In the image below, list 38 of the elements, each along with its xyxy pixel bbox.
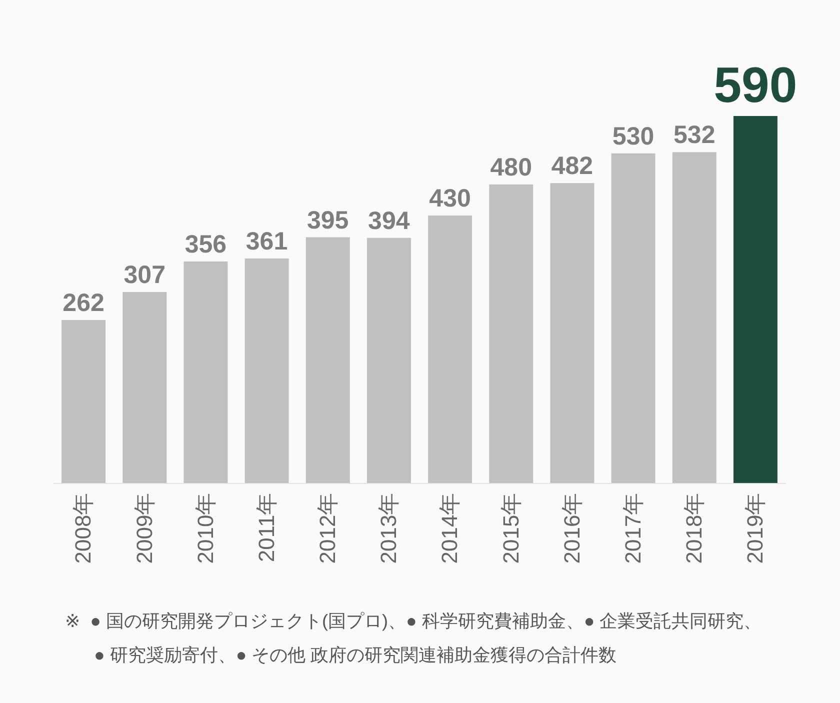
data-label: 394 (368, 206, 410, 235)
x-tick-label: 2011年 (254, 492, 279, 562)
text: ※ ● 国の研究開発プロジェクト(国プロ)、● 科学研究費補助金、● 企業受託共同研究、 (65, 611, 762, 631)
data-label: 530 (612, 122, 654, 150)
x-tick-label: 2010年 (192, 492, 218, 564)
data-label: 430 (429, 184, 471, 213)
bar (62, 320, 106, 483)
bar (428, 216, 472, 483)
x-tick-label: 2013年 (376, 492, 402, 564)
x-tick-label: 2009年 (132, 492, 157, 564)
bar (244, 258, 289, 483)
bar (306, 237, 350, 483)
data-label: 395 (306, 206, 349, 234)
bar (672, 152, 716, 483)
x-tick-label: 2014年 (437, 492, 462, 564)
data-label: 356 (184, 230, 227, 259)
x-tick-label: 2015年 (498, 492, 524, 564)
data-label: 480 (490, 153, 532, 182)
bar (611, 153, 656, 483)
data-label: 307 (124, 261, 166, 290)
x-tick-label: 2017年 (620, 492, 646, 564)
bar (122, 292, 167, 483)
x-tick-label: 2016年 (559, 492, 584, 564)
x-tick-label: 2018年 (682, 492, 707, 564)
data-label: 482 (551, 152, 594, 180)
bar (184, 262, 228, 483)
data-label: 590 (714, 57, 798, 113)
bar (366, 238, 411, 483)
x-tick-label: 2008年 (70, 492, 96, 564)
bar (733, 116, 778, 483)
x-tick-label: 2019年 (742, 492, 768, 564)
data-label: 361 (246, 227, 288, 256)
data-label: 532 (674, 121, 716, 150)
bar (550, 183, 594, 483)
data-label: 262 (62, 289, 104, 318)
bar (489, 184, 534, 483)
x-tick-label: 2012年 (315, 492, 340, 564)
text: ● 研究奨励寄付、● その他 政府の研究関連補助金獲得の合計件数 (94, 645, 617, 665)
